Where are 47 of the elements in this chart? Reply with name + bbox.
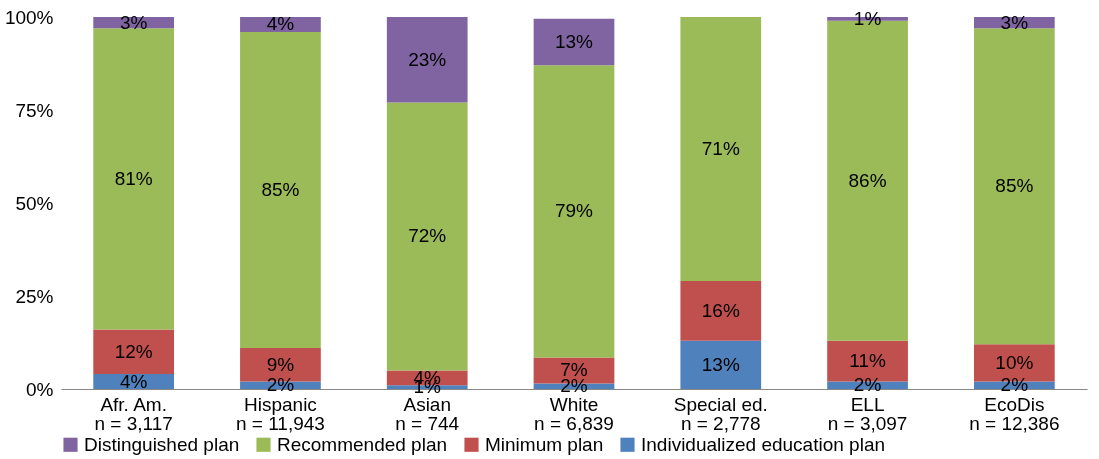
bar <box>680 281 762 341</box>
data-label: 71% <box>701 138 740 160</box>
data-label: 85% <box>995 175 1034 197</box>
bar <box>973 28 1055 345</box>
y-tick-label: 50% <box>15 192 54 214</box>
x-tick-label: EcoDis n = 12,386 <box>969 393 1060 434</box>
data-label: 4% <box>119 370 148 392</box>
y-tick-label: 0% <box>26 378 54 400</box>
data-label: 85% <box>261 178 300 200</box>
data-label: 12% <box>114 340 153 362</box>
bar <box>533 18 615 66</box>
data-label: 79% <box>554 200 594 222</box>
data-label: 11% <box>849 350 886 372</box>
data-label: 3% <box>119 11 148 33</box>
y-tick-label: 100% <box>4 6 54 28</box>
data-label: 86% <box>848 169 887 191</box>
legend-label: Recommended plan <box>277 433 448 455</box>
data-label: 72% <box>408 225 447 247</box>
data-label: 3% <box>1000 11 1029 33</box>
bar <box>680 17 762 282</box>
x-tick-label: Asian n = 744 <box>395 393 460 434</box>
bar <box>533 65 615 358</box>
data-label: 10% <box>995 351 1034 373</box>
bar <box>93 28 175 330</box>
y-tick-label: 75% <box>15 99 54 121</box>
bar <box>680 340 762 389</box>
data-label: 16% <box>701 299 740 321</box>
bar <box>386 102 468 371</box>
legend-label: Distinguished plan <box>84 433 240 455</box>
data-label: 23% <box>408 48 447 70</box>
data-label: 81% <box>114 167 153 189</box>
bar <box>240 31 321 349</box>
data-label: 4% <box>266 13 295 35</box>
x-tick-label: Special ed. n = 2,778 <box>673 393 768 434</box>
x-tick-label: White n = 6,839 <box>534 393 614 434</box>
x-tick-label: Hispanic n = 11,943 <box>235 393 325 434</box>
bar <box>93 329 175 375</box>
data-label: 9% <box>266 353 295 375</box>
data-label: 13% <box>554 31 594 53</box>
y-tick-label: 25% <box>15 285 54 307</box>
bar <box>386 17 468 103</box>
legend-label: Individualized education plan <box>641 433 886 455</box>
data-label: 1% <box>853 7 882 29</box>
x-tick-label: Afr. Am. n = 3,117 <box>94 393 173 434</box>
x-tick-label: ELL n = 3,097 <box>827 393 908 434</box>
legend-label: Minimum plan <box>485 433 604 455</box>
data-label: 13% <box>701 353 740 375</box>
